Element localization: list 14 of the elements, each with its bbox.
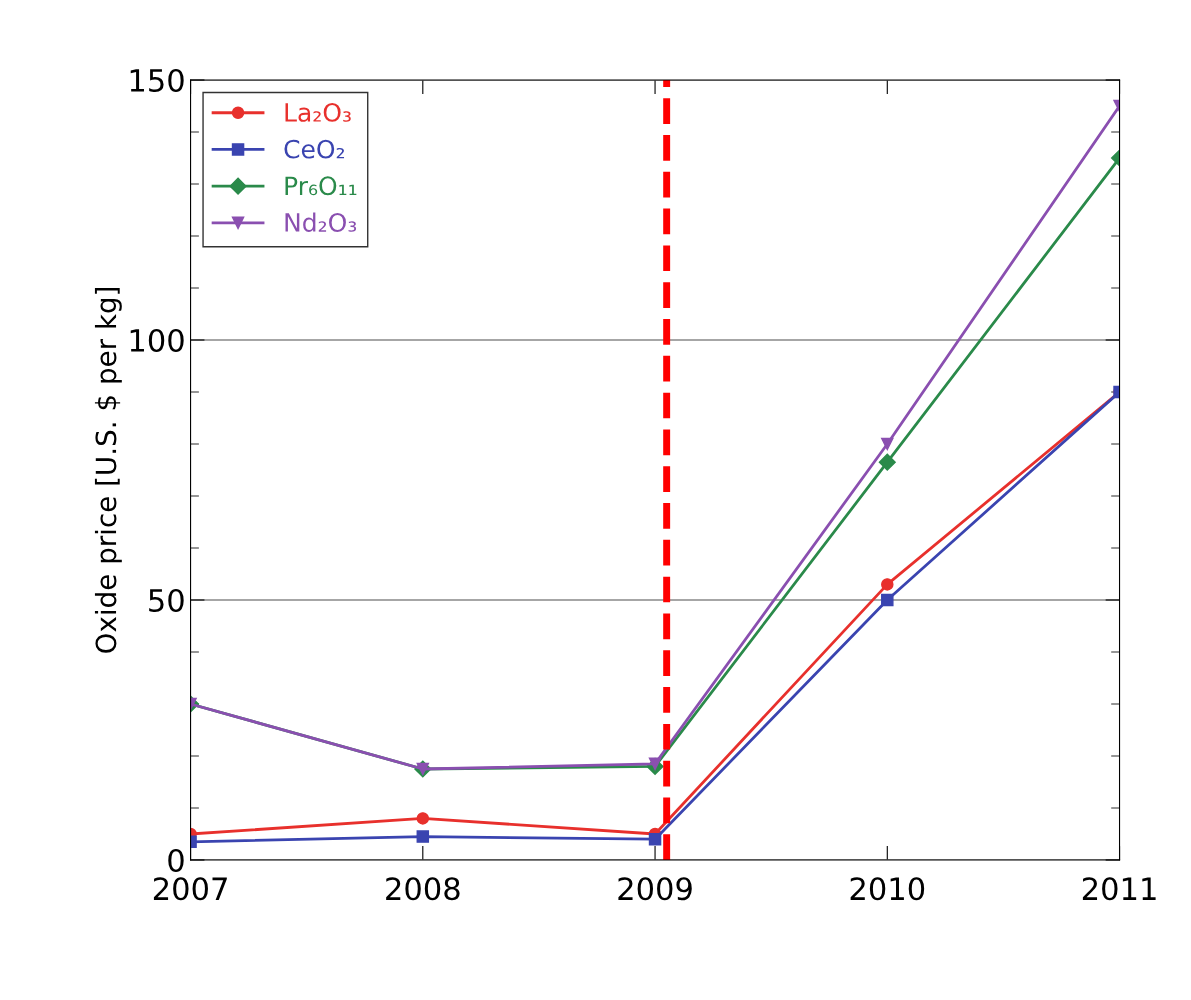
y-axis-title: Oxide price [U.S. $ per kg] <box>94 287 122 653</box>
x-tick-label: 2011 <box>1082 877 1156 901</box>
legend-label: La₂O₃ <box>285 102 351 122</box>
legend-label: CeO₂ <box>284 139 345 159</box>
x-tick-label: 2010 <box>850 877 925 901</box>
legend-label: Pr₆O₁₁ <box>285 176 357 196</box>
x-tick-label: 2009 <box>618 877 692 901</box>
y-tick-label: 0 <box>168 848 184 873</box>
x-tick-label: 2008 <box>386 877 460 901</box>
legend-label: Nd₂O₃ <box>285 212 357 232</box>
x-tick-label: 2007 <box>153 877 227 901</box>
y-tick-label: 100 <box>130 328 184 353</box>
y-tick-label: 150 <box>130 68 184 93</box>
y-tick-label: 50 <box>149 588 184 613</box>
